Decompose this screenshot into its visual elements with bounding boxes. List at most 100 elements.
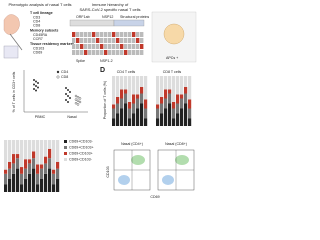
cell	[112, 38, 116, 43]
bar-segment	[164, 108, 168, 126]
panel-title: CD8 T cells	[163, 70, 182, 74]
epitope-grid	[72, 32, 144, 55]
cell	[116, 44, 120, 49]
cell	[120, 50, 124, 55]
cell	[84, 44, 88, 49]
flow-plots: Nasal (CD4+) Nasal (CD8+)	[113, 142, 195, 191]
bar-segment	[176, 103, 180, 114]
bar-segment	[124, 89, 128, 94]
bar-segment	[124, 76, 128, 90]
bar-segment	[12, 163, 16, 174]
cell	[132, 44, 136, 49]
dot	[37, 82, 39, 84]
cell	[112, 44, 116, 49]
legend-label: CD8	[61, 75, 68, 79]
dot-plot	[33, 79, 82, 106]
bar-segment	[176, 113, 180, 126]
cell	[100, 44, 104, 49]
bar-segment	[172, 102, 176, 109]
x-tick-label: PBMC	[35, 115, 46, 119]
dot	[69, 97, 71, 99]
bar-segment	[188, 118, 192, 126]
cell	[96, 32, 100, 37]
nose-icon	[3, 14, 20, 35]
panel-c-title: SARS-CoV-2 specific nasal T cells	[80, 7, 141, 12]
marker: CD103	[33, 46, 44, 50]
bar-segment	[48, 168, 52, 192]
bar-segment	[56, 179, 60, 192]
dot	[67, 89, 69, 91]
bar-segment	[132, 94, 136, 104]
legend-swatch	[64, 152, 67, 155]
bar-segment	[12, 140, 16, 155]
marker: CD4	[33, 19, 40, 23]
cell	[132, 50, 136, 55]
dot	[74, 98, 78, 101]
bar-segment	[24, 159, 28, 169]
bar-segment	[8, 168, 12, 179]
dot	[33, 88, 35, 90]
cell	[136, 50, 140, 55]
dot	[37, 86, 39, 89]
cell	[116, 38, 120, 43]
dot	[76, 103, 80, 106]
cell	[72, 32, 76, 37]
bar-segment	[136, 108, 140, 126]
bar-segment	[16, 158, 20, 169]
plot-title: Nasal (CD8+)	[165, 142, 187, 146]
cell	[104, 38, 108, 43]
bar-segment	[128, 108, 132, 119]
legend-label: CD69-CD103-	[69, 157, 93, 161]
bar-segment	[40, 168, 44, 179]
bar-segment	[12, 173, 16, 192]
bar-segment	[132, 113, 136, 126]
bar-segment	[156, 104, 160, 109]
bar-segment	[172, 76, 176, 102]
cell	[140, 50, 144, 55]
bar-segment	[132, 76, 136, 95]
panel-letter: D	[100, 67, 105, 74]
bar-segment	[36, 173, 40, 185]
bar-segment	[176, 94, 180, 104]
panel-title: CD4 T cells	[117, 70, 136, 74]
bar-segment	[52, 173, 56, 185]
genome-bar	[69, 19, 115, 27]
cell	[108, 32, 112, 37]
bar-segment	[4, 140, 8, 170]
cell	[140, 32, 144, 37]
bar-segment	[140, 87, 144, 94]
genome-label: ORF1ab	[76, 15, 90, 19]
x-axis-label: CD69	[150, 195, 159, 199]
cell	[100, 38, 104, 43]
y-axis-label: Proportion of T cells (%)	[103, 81, 107, 119]
bar-segment	[52, 184, 56, 192]
bar-segment	[112, 108, 116, 119]
bar-segment	[164, 76, 168, 90]
cell	[88, 44, 92, 49]
bar-segment	[164, 89, 168, 99]
cell	[108, 44, 112, 49]
bar-segment	[160, 76, 164, 97]
apc-icon	[163, 23, 185, 45]
bar-segment	[140, 93, 144, 104]
cell	[104, 44, 108, 49]
cell	[112, 50, 116, 55]
bar-segment	[156, 118, 160, 126]
cell	[92, 44, 96, 49]
bar-segment	[8, 161, 12, 169]
cell	[76, 32, 80, 37]
legend-swatch	[64, 146, 67, 149]
bar-segment	[16, 154, 20, 159]
cell	[72, 50, 76, 55]
bar-segment	[168, 89, 172, 94]
bar-segment	[140, 103, 144, 126]
cell	[136, 44, 140, 49]
bar-segment	[8, 179, 12, 192]
x-tick-label: Nasal	[67, 115, 76, 119]
cell	[120, 44, 124, 49]
bar-segment	[128, 102, 132, 109]
bar-segment	[24, 179, 28, 192]
bar-segment	[44, 173, 48, 192]
cell	[116, 32, 120, 37]
bar-segment	[20, 140, 24, 168]
